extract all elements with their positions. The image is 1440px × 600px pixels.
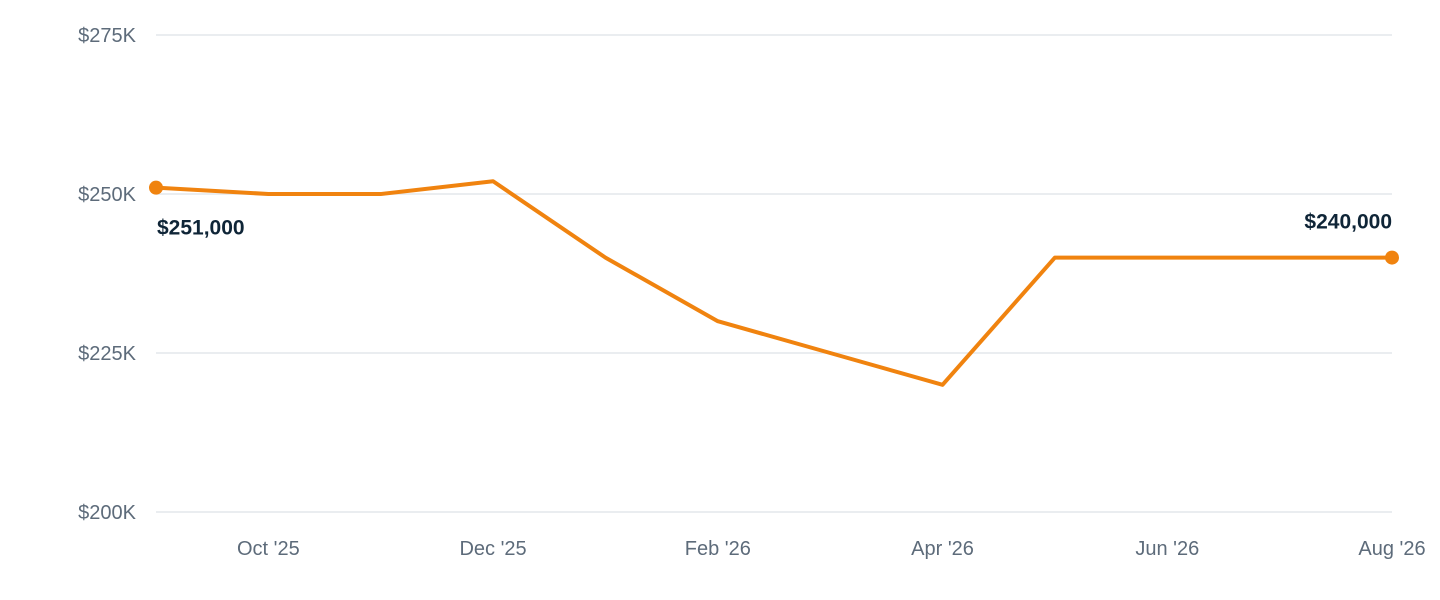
x-tick-label: Oct '25 <box>237 538 300 560</box>
x-tick-label: Jun '26 <box>1135 538 1199 560</box>
x-tick-label: Feb '26 <box>685 538 751 560</box>
end-value-label: $240,000 <box>1304 211 1392 234</box>
x-tick-label: Aug '26 <box>1358 538 1425 560</box>
endpoint-markers <box>149 180 1399 265</box>
y-tick-label: $275K <box>78 25 136 47</box>
y-tick-label: $225K <box>78 343 136 365</box>
y-tick-label: $250K <box>78 184 136 206</box>
start-point-marker <box>149 180 163 195</box>
end-point-marker <box>1385 250 1399 265</box>
data-labels: $251,000 $240,000 <box>157 211 1392 240</box>
y-axis-tick-labels: $200K $225K $250K $275K <box>78 25 136 524</box>
price-series-line <box>154 179 1394 387</box>
y-tick-label: $200K <box>78 502 136 524</box>
x-tick-label: Apr '26 <box>911 538 974 560</box>
gridlines <box>156 34 1392 513</box>
x-axis-tick-labels: Oct '25 Dec '25 Feb '26 Apr '26 Jun '26 Aug '… <box>237 538 1426 560</box>
x-tick-label: Dec '25 <box>459 538 526 560</box>
start-value-label: $251,000 <box>157 217 245 240</box>
